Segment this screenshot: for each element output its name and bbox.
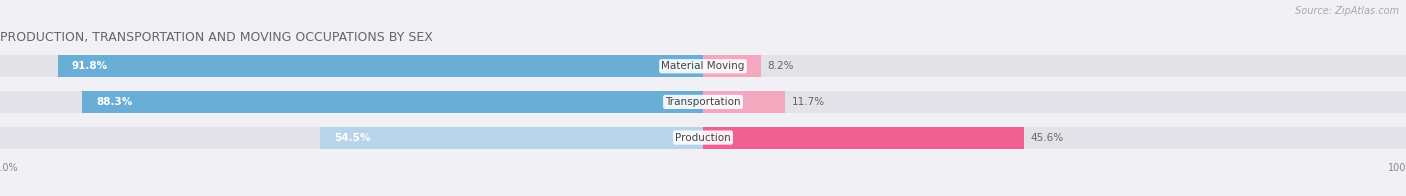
Bar — [0, 91, 1406, 113]
Bar — [82, 91, 703, 113]
Text: 88.3%: 88.3% — [97, 97, 132, 107]
Text: Transportation: Transportation — [665, 97, 741, 107]
Text: 11.7%: 11.7% — [793, 97, 825, 107]
Text: Production: Production — [675, 132, 731, 142]
Text: PRODUCTION, TRANSPORTATION AND MOVING OCCUPATIONS BY SEX: PRODUCTION, TRANSPORTATION AND MOVING OC… — [0, 31, 433, 44]
Text: 45.6%: 45.6% — [1031, 132, 1064, 142]
Text: 54.5%: 54.5% — [335, 132, 370, 142]
Bar — [0, 55, 1406, 77]
Bar — [321, 126, 703, 149]
Bar — [703, 55, 761, 77]
Text: Source: ZipAtlas.com: Source: ZipAtlas.com — [1295, 6, 1399, 16]
Text: 91.8%: 91.8% — [72, 61, 108, 71]
Text: 8.2%: 8.2% — [768, 61, 794, 71]
Bar — [0, 126, 1406, 149]
Bar — [703, 91, 785, 113]
Bar — [703, 126, 1024, 149]
Bar — [58, 55, 703, 77]
Text: Material Moving: Material Moving — [661, 61, 745, 71]
